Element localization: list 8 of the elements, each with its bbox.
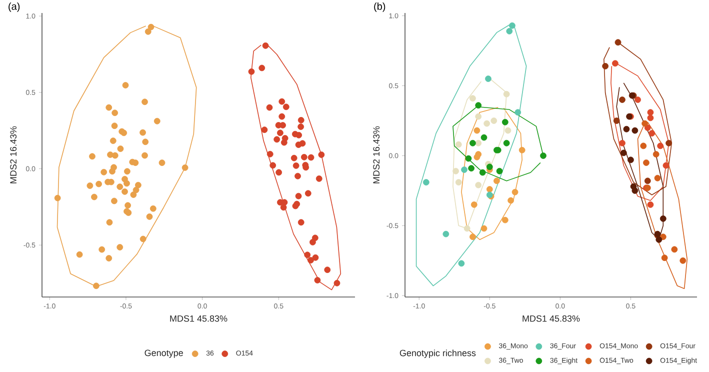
x-axis-title: MDS1 45.83%: [170, 315, 228, 322]
y-axis-title: MDS2 16.43%: [373, 126, 380, 184]
y-axis-title: MDS2 16.43%: [10, 126, 17, 184]
legend-title: Genotype: [144, 350, 183, 358]
chart-title: (a): [8, 2, 20, 12]
chart-title: (b): [374, 2, 386, 12]
x-axis-title: MDS1 45.83%: [522, 315, 580, 322]
legend-title: Genotypic richness: [400, 350, 476, 358]
